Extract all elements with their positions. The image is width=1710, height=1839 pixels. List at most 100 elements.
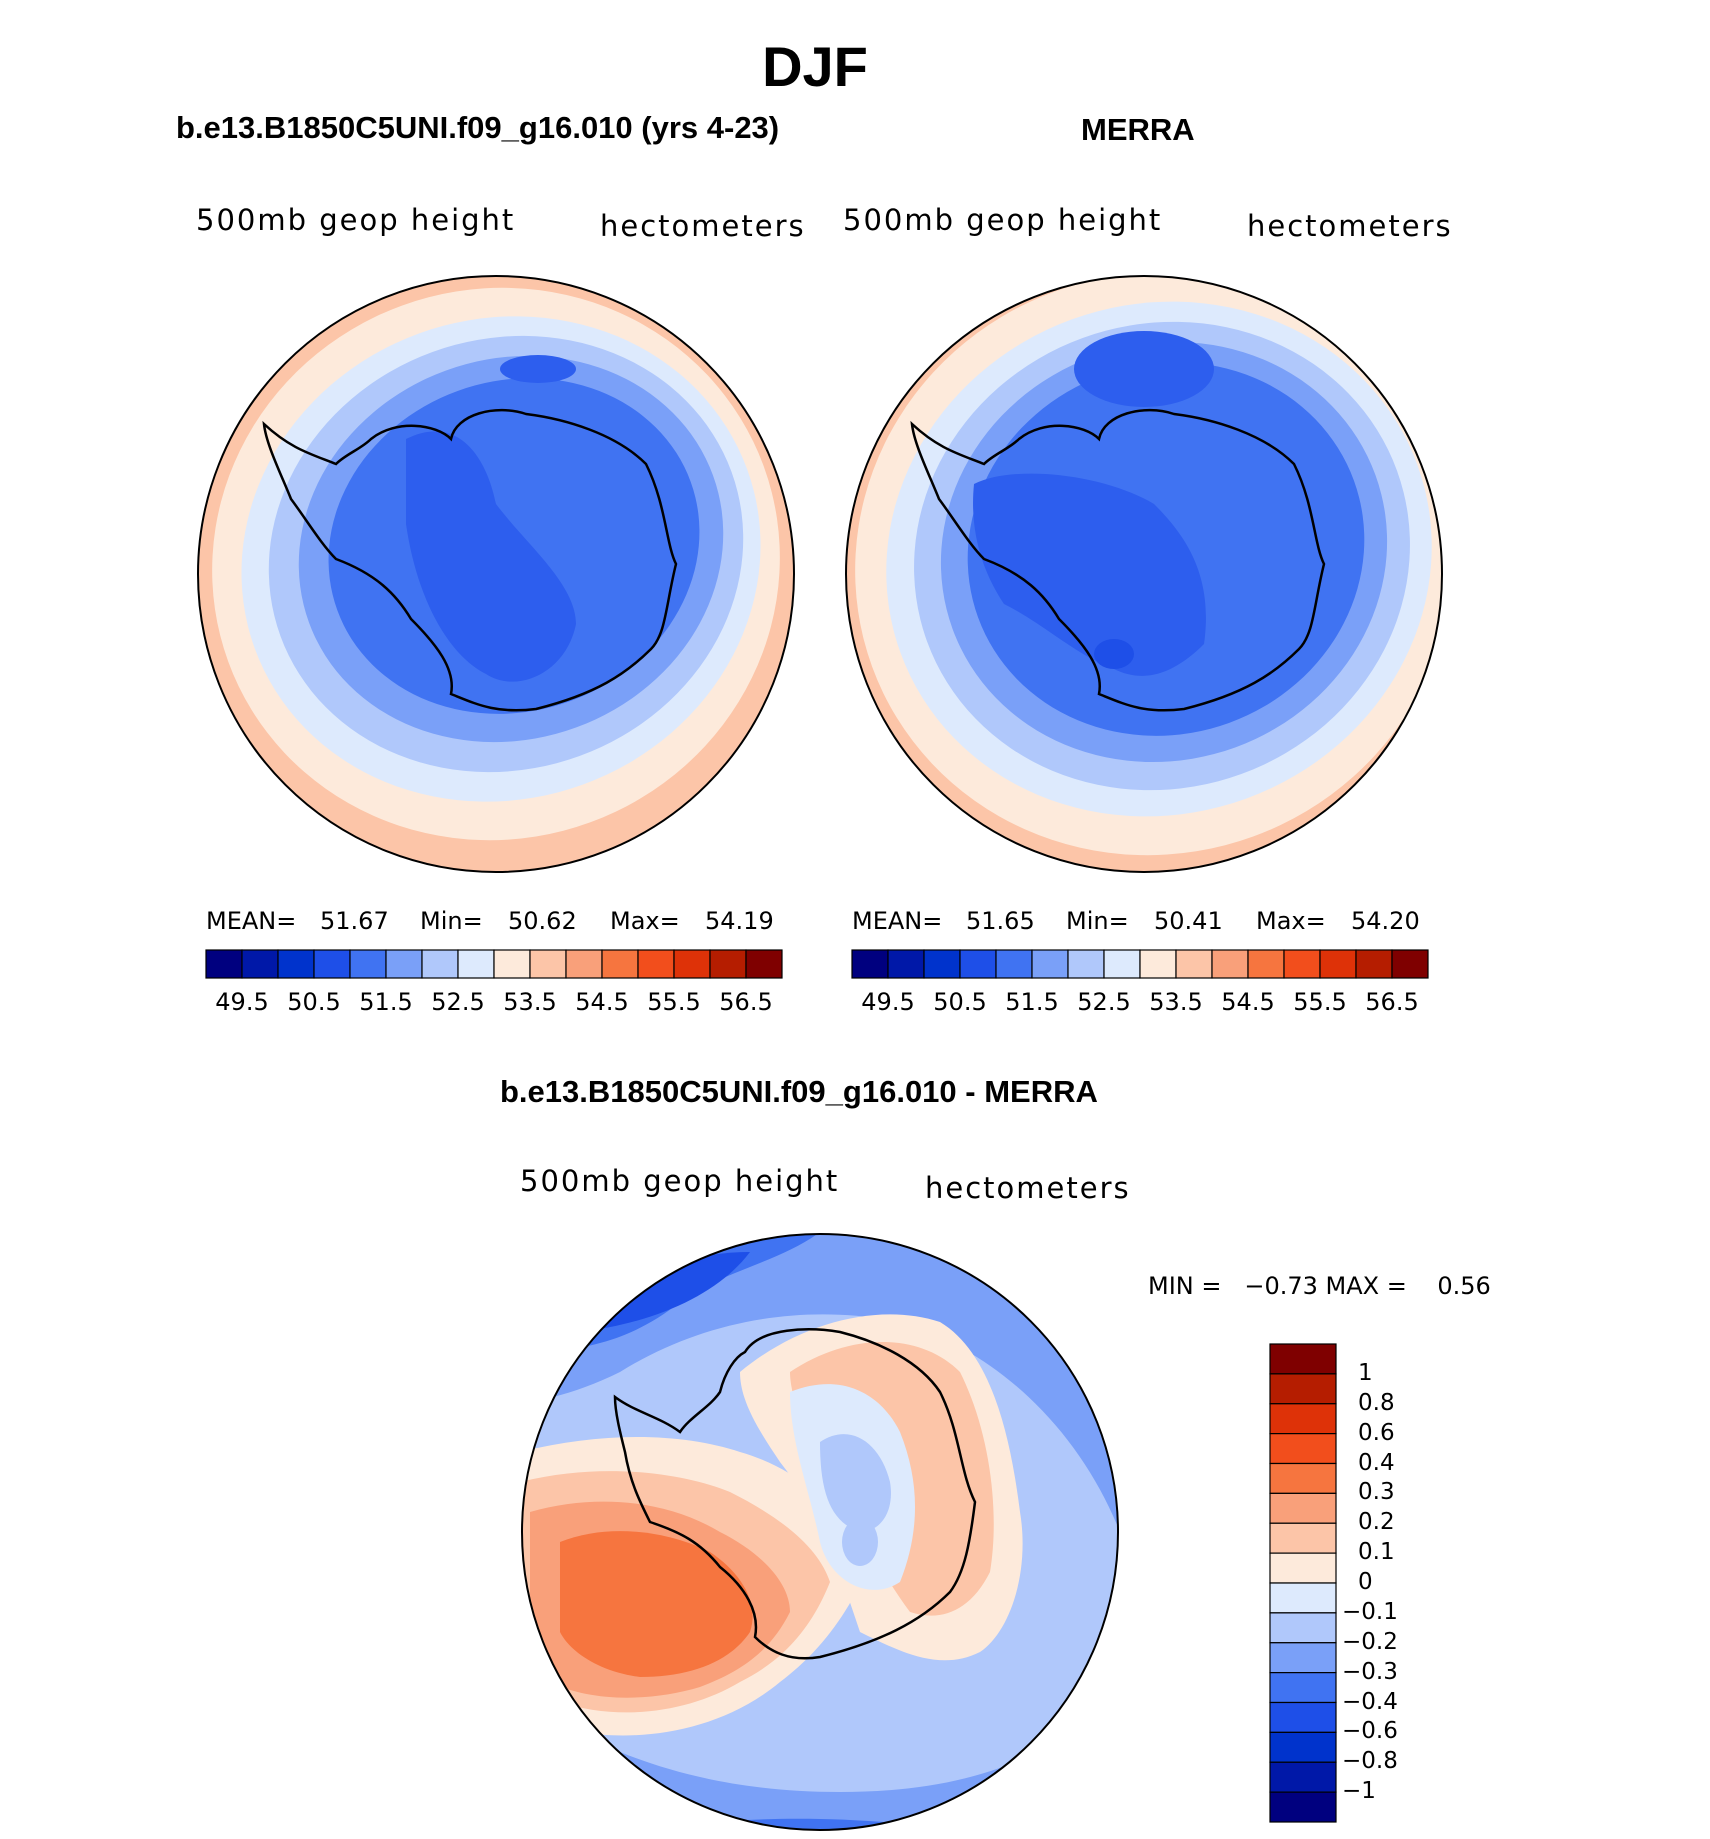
right-variable-label: 500mb geop height [843,203,1163,237]
colorbar-swatch [1175,949,1213,979]
colorbar-tick-label: 51.5 [359,988,413,1016]
colorbar-swatch [1269,1552,1337,1584]
colorbar-swatch [565,949,603,979]
diff-polar-map [521,1233,1119,1831]
colorbar-swatch [1269,1701,1337,1733]
colorbar-tick-label: 51.5 [1005,988,1059,1016]
antarctica-coastline [613,1328,977,1660]
colorbar-tick-label: 1 [1358,1359,1373,1386]
colorbar-tick-label: 0.2 [1358,1509,1395,1536]
colorbar-swatch [995,949,1033,979]
left-units-label: hectometers [600,209,806,243]
colorbar-swatch [1269,1582,1337,1614]
colorbar-swatch [1269,1492,1337,1524]
left-max-label: Max= [610,907,680,935]
colorbar-tick-label: −0.6 [1342,1718,1398,1745]
left-mean-value: 51.67 [320,907,389,935]
contour-band [973,473,1206,676]
colorbar-swatch [241,949,279,979]
diff-units-label: hectometers [925,1171,1131,1205]
diff-panel-title: b.e13.B1850C5UNI.f09_g16.010 - MERRA [500,1074,1098,1109]
colorbar-tick-label: 0.1 [1358,1539,1395,1566]
colorbar-tick-label: −1 [1342,1778,1376,1805]
colorbar-swatch [1269,1612,1337,1644]
colorbar-tick-label: −0.1 [1342,1598,1398,1625]
colorbar-swatch [959,949,997,979]
colorbar-swatch [601,949,639,979]
map-border [197,275,795,873]
colorbar-tick-label: −0.3 [1342,1658,1398,1685]
map-border [521,1233,1119,1831]
contour-band [560,1531,753,1677]
colorbar-swatch [637,949,675,979]
colorbar-swatch [709,949,747,979]
colorbar-swatch [1067,949,1105,979]
colorbar-swatch [385,949,423,979]
colorbar-swatch [1283,949,1321,979]
colorbar-swatch [1269,1642,1337,1674]
colorbar-tick-label: 0.4 [1358,1449,1395,1476]
left-colorbar-ticks: 49.5 50.5 51.5 52.5 53.5 54.5 55.5 56.5 [204,988,784,1018]
antarctica-coastline [910,409,1326,712]
right-mean-value: 51.65 [966,907,1035,935]
diff-colorbar-ticks: 1 0.8 0.6 0.4 0.3 0.2 0.1 0 −0.1 −0.2 −0.3 −0.4 −0.6… [1342,1342,1470,1824]
colorbar-swatch [673,949,711,979]
colorbar-swatch [851,949,889,979]
right-max-label: Max= [1256,907,1326,935]
colorbar-swatch [313,949,351,979]
colorbar-swatch [1103,949,1141,979]
contour-band [1094,639,1134,669]
left-polar-map [197,275,795,873]
right-min-label: Min= [1066,907,1129,935]
colorbar-tick-label: −0.2 [1342,1628,1398,1655]
colorbar-tick-label: 53.5 [1149,988,1203,1016]
colorbar-swatch [1355,949,1393,979]
contour-band [580,1252,750,1332]
colorbar-tick-label: 54.5 [1221,988,1275,1016]
contour-band [1074,331,1214,407]
right-colorbar-ticks: 49.5 50.5 51.5 52.5 53.5 54.5 55.5 56.5 [850,988,1430,1018]
colorbar-tick-label: 52.5 [1077,988,1131,1016]
colorbar-tick-label: 56.5 [719,988,773,1016]
colorbar-tick-label: 54.5 [575,988,629,1016]
colorbar-swatch [745,949,783,979]
colorbar-tick-label: 55.5 [647,988,701,1016]
colorbar-swatch [1269,1672,1337,1704]
colorbar-swatch [1269,1462,1337,1494]
left-panel-title: b.e13.B1850C5UNI.f09_g16.010 (yrs 4-23) [176,110,780,145]
contour-band [500,355,576,383]
colorbar-swatch [529,949,567,979]
left-max-value: 54.19 [705,907,774,935]
colorbar-swatch [1391,949,1429,979]
right-min-value: 50.41 [1154,907,1223,935]
colorbar-tick-label: 50.5 [287,988,341,1016]
colorbar-swatch [1139,949,1177,979]
left-mean-label: MEAN= [206,907,297,935]
colorbar-swatch [1269,1433,1337,1465]
colorbar-swatch [457,949,495,979]
colorbar-tick-label: 52.5 [431,988,485,1016]
colorbar-swatch [1269,1791,1337,1823]
left-colorbar [205,949,783,979]
diff-minmax-text: MIN = −0.73 MAX = 0.56 [1148,1272,1491,1300]
colorbar-tick-label: 49.5 [861,988,915,1016]
colorbar-swatch [1269,1373,1337,1405]
colorbar-swatch [887,949,925,979]
right-panel-title: MERRA [1081,112,1195,147]
right-colorbar [851,949,1429,979]
colorbar-tick-label: 0.8 [1358,1389,1395,1416]
colorbar-swatch [1269,1343,1337,1375]
figure-title: DJF [762,35,868,98]
diff-colorbar [1269,1343,1337,1823]
colorbar-tick-label: 0.6 [1358,1419,1395,1446]
colorbar-tick-label: 0.3 [1358,1479,1395,1506]
colorbar-tick-label: 56.5 [1365,988,1419,1016]
colorbar-tick-label: 55.5 [1293,988,1347,1016]
contour-band [406,431,576,682]
contour-band [842,1518,878,1566]
diff-variable-label: 500mb geop height [520,1164,840,1198]
colorbar-swatch [1269,1731,1337,1763]
right-polar-map [845,275,1443,873]
colorbar-swatch [923,949,961,979]
antarctica-coastline [262,409,678,712]
